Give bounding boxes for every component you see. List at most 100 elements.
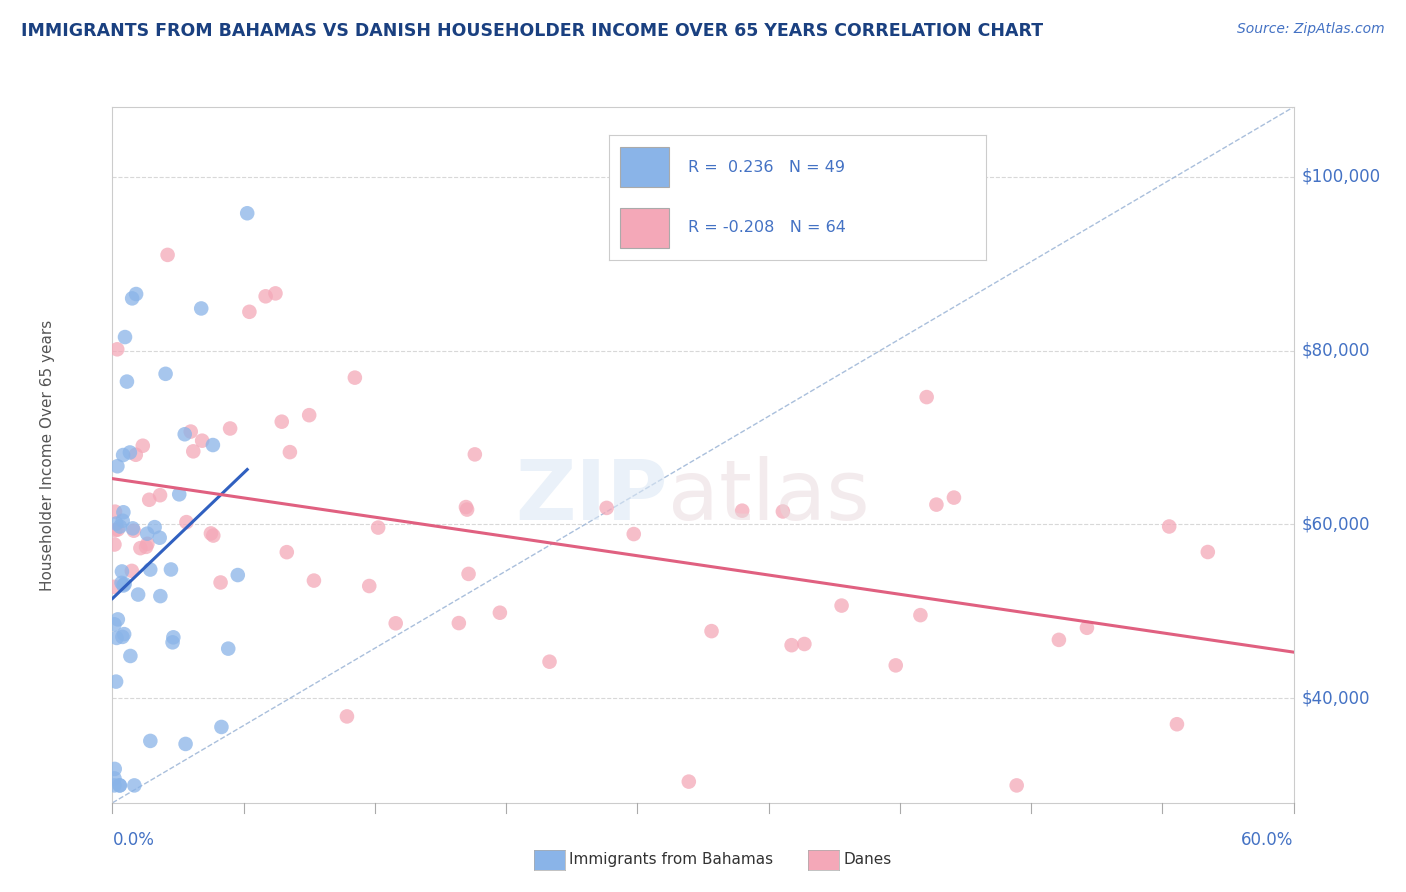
Point [143, 520, 166, 534]
Point [942, 491, 965, 505]
Point [111, 565, 134, 579]
Point [464, 447, 486, 461]
Point [155, 367, 177, 381]
Point [167, 487, 190, 501]
Point [111, 514, 134, 528]
Point [489, 606, 512, 620]
Point [278, 445, 301, 459]
Point [772, 504, 794, 518]
Point [111, 630, 134, 644]
Text: R = -0.208   N = 64: R = -0.208 N = 64 [688, 220, 846, 235]
Point [700, 624, 723, 639]
Point [1166, 717, 1188, 731]
Point [538, 655, 561, 669]
Point [162, 630, 184, 644]
Point [336, 709, 359, 723]
Point [108, 778, 131, 793]
Point [162, 635, 184, 649]
Point [1047, 632, 1070, 647]
Point [112, 578, 135, 592]
Point [139, 734, 162, 748]
Point [209, 720, 232, 734]
Point [173, 427, 195, 442]
Point [298, 408, 321, 422]
Point [793, 637, 815, 651]
Point [367, 520, 389, 534]
Text: 0.0%: 0.0% [112, 830, 155, 848]
Text: Immigrants from Bahamas: Immigrants from Bahamas [569, 853, 773, 867]
Point [176, 515, 198, 529]
Point [219, 421, 242, 435]
Point [343, 370, 366, 384]
Point [118, 445, 141, 459]
Point [623, 527, 645, 541]
Text: $60,000: $60,000 [1302, 516, 1371, 533]
Text: Householder Income Over 65 years: Householder Income Over 65 years [39, 319, 55, 591]
Point [302, 574, 325, 588]
Point [456, 502, 478, 516]
Point [127, 588, 149, 602]
Point [454, 500, 477, 514]
Point [122, 524, 145, 538]
Point [104, 505, 127, 519]
Point [359, 579, 381, 593]
Point [121, 521, 143, 535]
Point [135, 540, 157, 554]
Point [107, 523, 129, 537]
Point [115, 375, 138, 389]
Text: $40,000: $40,000 [1302, 690, 1371, 707]
Point [103, 580, 125, 594]
Point [160, 562, 183, 576]
Point [1159, 519, 1181, 533]
Point [105, 674, 128, 689]
Point [925, 498, 948, 512]
Point [226, 568, 249, 582]
Point [910, 608, 932, 623]
Point [138, 492, 160, 507]
Point [125, 287, 148, 301]
Point [264, 286, 287, 301]
Point [108, 778, 131, 793]
Point [1076, 621, 1098, 635]
Point [678, 774, 700, 789]
Point [180, 425, 202, 439]
Point [181, 444, 204, 458]
Text: atlas: atlas [668, 456, 869, 537]
Point [236, 206, 259, 220]
Point [276, 545, 298, 559]
Text: $100,000: $100,000 [1302, 168, 1381, 186]
Bar [620, 147, 669, 187]
Point [124, 778, 146, 793]
Point [447, 616, 470, 631]
Text: Source: ZipAtlas.com: Source: ZipAtlas.com [1237, 22, 1385, 37]
Point [238, 305, 260, 319]
Point [731, 503, 754, 517]
Point [104, 523, 127, 537]
Point [595, 500, 617, 515]
Point [107, 612, 129, 626]
Point [884, 658, 907, 673]
Text: IMMIGRANTS FROM BAHAMAS VS DANISH HOUSEHOLDER INCOME OVER 65 YEARS CORRELATION C: IMMIGRANTS FROM BAHAMAS VS DANISH HOUSEH… [21, 22, 1043, 40]
Point [112, 627, 135, 641]
Point [108, 519, 131, 533]
Point [270, 415, 292, 429]
Point [110, 575, 132, 590]
Point [125, 448, 148, 462]
Text: $80,000: $80,000 [1302, 342, 1371, 359]
Point [105, 343, 128, 357]
Point [190, 301, 212, 316]
Point [103, 772, 125, 786]
Point [149, 531, 172, 545]
Point [105, 631, 128, 645]
Point [104, 762, 127, 776]
Point [254, 289, 277, 303]
Point [384, 616, 406, 631]
Point [457, 566, 479, 581]
Text: R =  0.236   N = 49: R = 0.236 N = 49 [688, 160, 845, 175]
Point [136, 526, 159, 541]
Point [1005, 778, 1028, 793]
Point [780, 638, 803, 652]
Point [112, 448, 135, 462]
Point [107, 459, 129, 474]
Point [201, 438, 224, 452]
